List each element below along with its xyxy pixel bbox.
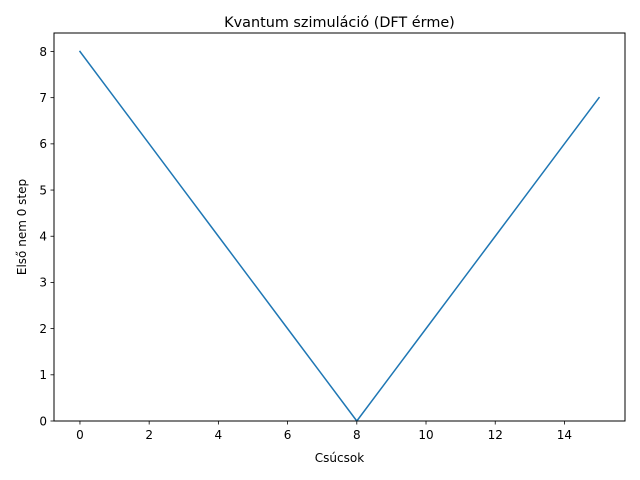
- series-layer: [78, 50, 601, 422]
- y-tick-label: 4: [39, 230, 47, 244]
- axes-frame: [53, 32, 626, 422]
- x-tick-label: 2: [145, 428, 153, 442]
- y-axis-label: Első nem 0 step: [15, 179, 29, 275]
- x-axis-ticks: 0 2 4 6 8 10 12 14: [76, 421, 572, 442]
- x-tick-label: 12: [488, 428, 503, 442]
- y-tick-label: 8: [39, 45, 47, 59]
- series-line-0: [78, 50, 601, 422]
- x-tick-label: 0: [76, 428, 84, 442]
- x-tick-label: 8: [353, 428, 361, 442]
- y-tick-label: 1: [39, 368, 47, 382]
- plot-area: [54, 33, 625, 421]
- y-tick-label: 6: [39, 137, 47, 151]
- y-tick-label: 7: [39, 91, 47, 105]
- x-tick-label: 6: [284, 428, 292, 442]
- y-tick-label: 3: [39, 276, 47, 290]
- x-tick-label: 10: [418, 428, 433, 442]
- y-axis-ticks: 0 1 2 3 4 5 6 7 8: [39, 45, 54, 428]
- chart-title: Kvantum szimuláció (DFT érme): [224, 15, 455, 31]
- y-tick-label: 5: [39, 183, 47, 197]
- x-tick-label: 14: [557, 428, 572, 442]
- x-tick-label: 4: [215, 428, 223, 442]
- x-axis-label: Csúcsok: [315, 451, 364, 465]
- y-tick-label: 2: [39, 322, 47, 336]
- y-tick-label: 0: [39, 414, 47, 428]
